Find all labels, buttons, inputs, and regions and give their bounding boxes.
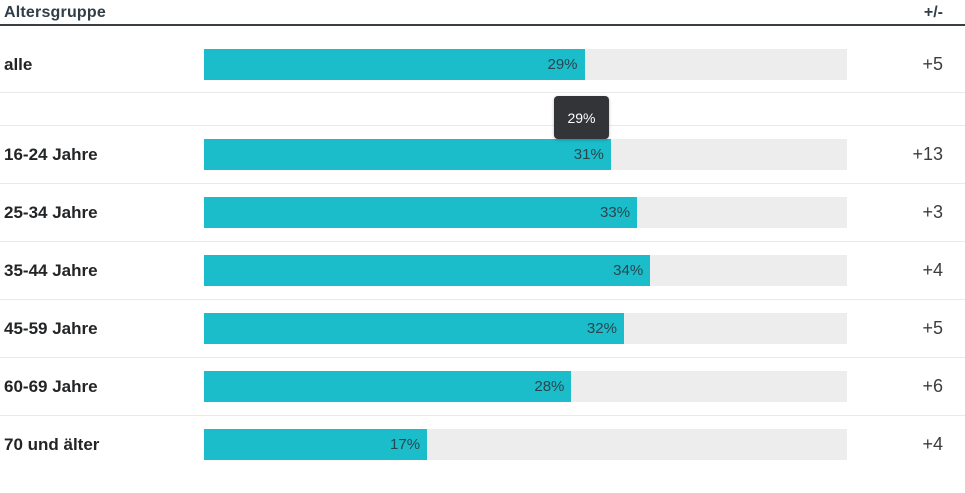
bar-track[interactable]: 28% [204,371,847,402]
bar-track[interactable]: 17% [204,429,847,460]
row-category-label: 45-59 Jahre [4,318,98,338]
row-category-label: 60-69 Jahre [4,376,98,396]
chart-row: 45-59 Jahre 32% +5 [0,300,965,358]
bar-value-label: 28% [534,378,565,395]
row-change-value: +5 [922,54,943,74]
bar-fill[interactable]: 33% [204,197,638,228]
tooltip: 29% [554,96,609,139]
bar-fill[interactable]: 31% [204,139,611,170]
bar-fill[interactable]: 17% [204,429,428,460]
bar-fill[interactable]: 34% [204,255,651,286]
bar-fill[interactable]: 29% [204,49,585,80]
bar-track[interactable]: 29% [204,49,847,80]
bar-value-label: 17% [390,436,421,453]
chart-row: 70 und älter 17% +4 [0,416,965,473]
row-category-label: alle [4,54,33,74]
chart-row: alle 29% +5 [0,26,965,93]
chart-row: 60-69 Jahre 28% +6 [0,358,965,416]
row-change-value: +4 [922,434,943,454]
row-category-label: 25-34 Jahre [4,202,98,222]
bar-value-label: 32% [586,320,617,337]
chart-row: 16-24 Jahre 31% +13 [0,126,965,184]
bar-fill[interactable]: 28% [204,371,572,402]
chart-row: 25-34 Jahre 33% +3 [0,184,965,242]
bar-value-label: 33% [600,204,631,221]
bar-track[interactable]: 33% [204,197,847,228]
bar-track[interactable]: 32% [204,313,847,344]
row-category-label: 70 und älter [4,434,100,454]
row-change-value: +4 [922,260,943,280]
column-header-row: Altersgruppe +/- [0,0,965,26]
row-change-value: +3 [922,202,943,222]
row-change-value: +6 [922,376,943,396]
row-change-value: +5 [922,318,943,338]
bar-track[interactable]: 31% [204,139,847,170]
column-header-agegroup: Altersgruppe [4,4,106,21]
rows: alle 29% +5 16-24 Jahre 31% +13 25-34 Jahre 33%… [0,26,965,473]
row-category-label: 16-24 Jahre [4,144,98,164]
tooltip-value: 29% [567,109,596,126]
bar-value-label: 29% [547,56,578,73]
bar-value-label: 34% [613,262,644,279]
bar-fill[interactable]: 32% [204,313,624,344]
row-change-value: +13 [912,144,943,164]
chart-row: 35-44 Jahre 34% +4 [0,242,965,300]
bar-value-label: 31% [573,146,604,163]
bar-track[interactable]: 34% [204,255,847,286]
row-spacer [0,93,965,126]
row-category-label: 35-44 Jahre [4,260,98,280]
column-header-change: +/- [923,4,943,21]
